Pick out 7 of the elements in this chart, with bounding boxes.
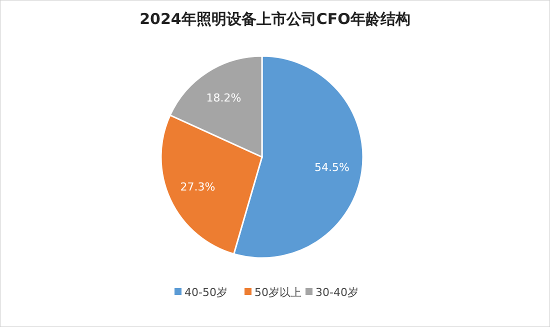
chart-title: 2024年照明设备上市公司CFO年龄结构 bbox=[140, 10, 410, 28]
legend-label: 50岁以上 bbox=[254, 286, 302, 299]
data-label: 54.5% bbox=[314, 160, 350, 174]
data-label: 18.2% bbox=[206, 91, 242, 104]
data-label: 27.3% bbox=[180, 180, 216, 194]
legend-label: 30-40岁 bbox=[316, 286, 358, 299]
legend-label: 40-50岁 bbox=[184, 286, 228, 299]
